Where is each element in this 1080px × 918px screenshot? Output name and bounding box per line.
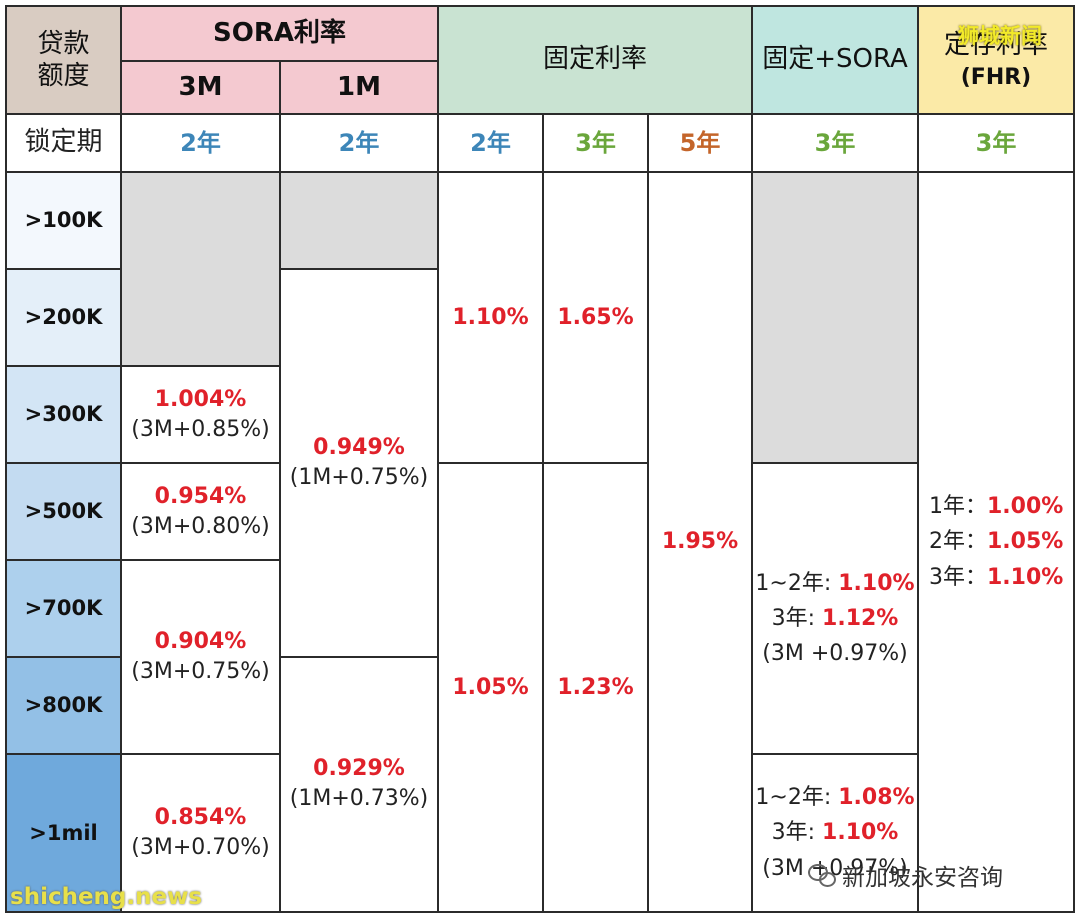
lock-fixed-5y: 5年 bbox=[647, 113, 753, 173]
header-loan-amount: 贷款额度 bbox=[5, 5, 122, 115]
amount-row-200k: >200K bbox=[5, 268, 122, 367]
lock-period-label: 锁定期 bbox=[5, 113, 122, 173]
amount-row-300k: >300K bbox=[5, 365, 122, 464]
sora-1m-rate-200k: 0.949% (1M+0.75%) bbox=[279, 268, 439, 658]
watermark-bottom-right: 新加坡永安咨询 bbox=[808, 858, 1003, 892]
sora-3m-rate-300k: 1.004% (3M+0.85%) bbox=[120, 365, 281, 464]
header-fhr: 定存利率 (FHR) bbox=[917, 5, 1075, 115]
lock-fhr: 3年 bbox=[917, 113, 1075, 173]
header-sora: SORA利率 bbox=[120, 5, 439, 62]
lock-fixed-3y: 3年 bbox=[542, 113, 649, 173]
lock-sora-1m: 2年 bbox=[279, 113, 439, 173]
fixed-sora-rate-500k: 1~2年: 1.10% 3年: 1.12% (3M +0.97%) bbox=[751, 462, 919, 755]
header-fixed-sora: 固定+SORA bbox=[751, 5, 919, 115]
watermark-top: 狮城新闻 bbox=[958, 24, 1042, 48]
lock-fixed-2y: 2年 bbox=[437, 113, 544, 173]
header-fixed: 固定利率 bbox=[437, 5, 753, 115]
lock-sora-3m: 2年 bbox=[120, 113, 281, 173]
amount-row-700k: >700K bbox=[5, 559, 122, 658]
sora-3m-rate-500k: 0.954% (3M+0.80%) bbox=[120, 462, 281, 561]
fixed-5y-rate: 1.95% bbox=[647, 171, 753, 913]
watermark-bottom-left: shicheng.news bbox=[10, 884, 203, 910]
fixed-sora-unavailable bbox=[751, 171, 919, 464]
fixed-sora-rate-1mil: 1~2年: 1.08% 3年: 1.10% (3M +0.97%) bbox=[751, 753, 919, 913]
header-sora-3m: 3M bbox=[120, 60, 281, 115]
sora-3m-rate-700k: 0.904% (3M+0.75%) bbox=[120, 559, 281, 755]
header-sora-1m: 1M bbox=[279, 60, 439, 115]
sora-1m-unavailable bbox=[279, 171, 439, 270]
amount-row-800k: >800K bbox=[5, 656, 122, 755]
fhr-rates: 1年：1.00% 2年：1.05% 3年：1.10% bbox=[917, 171, 1075, 913]
amount-row-100k: >100K bbox=[5, 171, 122, 270]
wechat-icon bbox=[808, 864, 836, 887]
lock-fixed-sora: 3年 bbox=[751, 113, 919, 173]
fixed-2y-rate-bottom: 1.05% bbox=[437, 462, 544, 913]
amount-row-500k: >500K bbox=[5, 462, 122, 561]
fixed-2y-rate-top: 1.10% bbox=[437, 171, 544, 464]
fixed-3y-rate-bottom: 1.23% bbox=[542, 462, 649, 913]
sora-1m-rate-800k: 0.929% (1M+0.73%) bbox=[279, 656, 439, 913]
fixed-3y-rate-top: 1.65% bbox=[542, 171, 649, 464]
sora-3m-unavailable bbox=[120, 171, 281, 367]
